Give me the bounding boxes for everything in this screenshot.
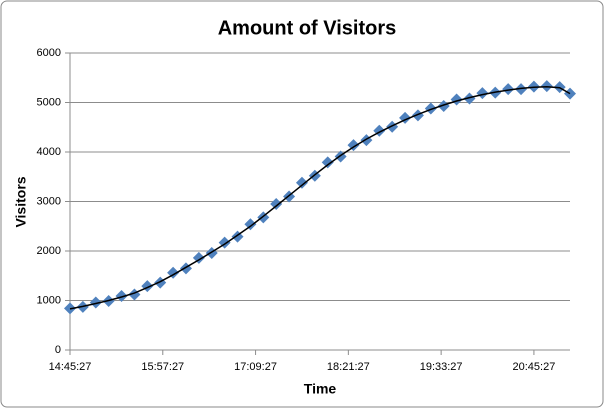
data-point [295, 176, 308, 189]
data-point [89, 296, 102, 309]
x-tick-label: 14:45:27 [49, 361, 92, 373]
y-tick-label: 3000 [37, 195, 61, 207]
y-tick-label: 5000 [37, 96, 61, 108]
y-axis-title: Visitors [13, 176, 29, 227]
chart-title: Amount of Visitors [218, 17, 397, 39]
y-tick-label: 1000 [37, 294, 61, 306]
data-point [437, 99, 450, 112]
y-tick-label: 0 [55, 344, 61, 356]
trend-line [69, 85, 571, 310]
data-point [463, 92, 476, 105]
y-tick-label: 4000 [37, 146, 61, 158]
data-point [476, 87, 489, 100]
data-point [347, 139, 360, 152]
x-tick-label: 19:33:27 [420, 361, 463, 373]
x-tick-label: 17:09:27 [234, 361, 277, 373]
data-point [115, 290, 128, 303]
data-point [270, 197, 283, 210]
data-point [424, 102, 437, 115]
x-tick-label: 18:21:27 [327, 361, 370, 373]
x-tick-label: 15:57:27 [141, 361, 184, 373]
x-tick-label: 20:45:27 [513, 361, 556, 373]
data-point [244, 218, 257, 231]
data-point [411, 109, 424, 122]
x-axis-title: Time [304, 381, 337, 397]
data-point [321, 156, 334, 169]
data-point [502, 83, 515, 96]
y-tick-label: 6000 [37, 47, 61, 59]
y-tick-label: 2000 [37, 245, 61, 257]
